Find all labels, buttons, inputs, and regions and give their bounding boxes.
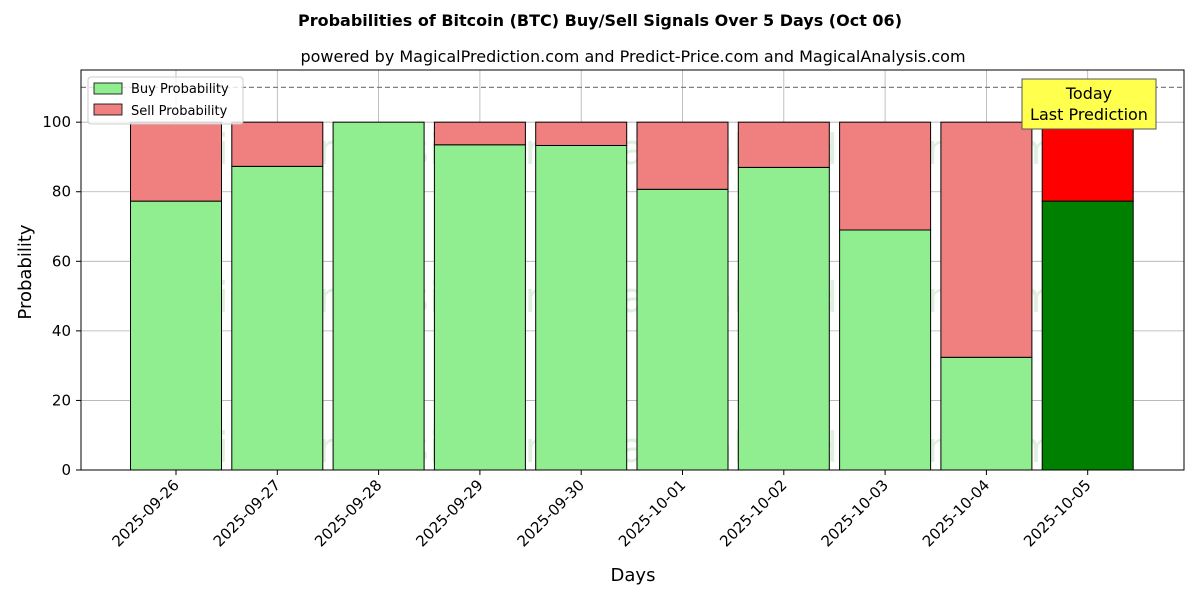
y-tick-label: 20 (52, 391, 71, 409)
x-tick-label: 2025-10-04 (919, 476, 993, 550)
buy-bar (839, 229, 932, 471)
annotation-line-2: Last Prediction (1030, 105, 1148, 124)
chart-subtitle: powered by MagicalPrediction.com and Pre… (300, 47, 965, 66)
y-axis: 0 20 40 60 80 100 (42, 113, 81, 479)
sell-bar (130, 121, 222, 202)
x-tick-label: 2025-10-01 (615, 476, 689, 550)
sell-bar (940, 121, 1033, 358)
buy-bar (433, 144, 526, 471)
buy-bar (940, 356, 1033, 471)
buy-bar (332, 121, 425, 471)
annotation-box (1021, 78, 1157, 130)
y-tick-label: 80 (52, 183, 71, 201)
x-axis-label: Days (611, 565, 656, 586)
x-tick-label: 2025-09-29 (412, 476, 486, 550)
y-tick-label: 40 (52, 322, 71, 340)
chart-title: Probabilities of Bitcoin (BTC) Buy/Sell … (298, 11, 902, 30)
buy-bar (737, 166, 830, 471)
y-tick-label: 100 (42, 113, 71, 131)
legend-sell-swatch (93, 103, 123, 116)
sell-bar (737, 121, 830, 168)
buy-bar (636, 188, 729, 471)
buy-bar (231, 165, 324, 471)
annotation-line-1: Today (1065, 84, 1112, 103)
legend: Buy Probability Sell Probability (87, 76, 244, 125)
sell-bar (1041, 121, 1134, 202)
x-tick-label: 2025-09-28 (311, 476, 385, 550)
x-tick-label: 2025-10-05 (1020, 476, 1094, 550)
x-tick-label: 2025-09-26 (108, 476, 182, 550)
y-tick-label: 60 (52, 252, 71, 270)
sell-bar (535, 121, 628, 146)
plot-frame (80, 69, 1185, 471)
sell-bar (839, 121, 932, 231)
buy-bar (1041, 200, 1134, 471)
legend-buy-label: Buy Probability (131, 82, 229, 97)
sell-bar (636, 121, 729, 190)
y-axis-label: Probability (15, 224, 36, 319)
x-tick-label: 2025-10-02 (716, 476, 790, 550)
sell-bar (433, 121, 526, 146)
bars (130, 121, 1134, 471)
y-tick-label: 0 (61, 461, 71, 479)
sell-bar (231, 121, 324, 167)
legend-sell-label: Sell Probability (131, 104, 228, 119)
legend-box (87, 76, 244, 125)
buy-bar (535, 144, 628, 471)
legend-buy-swatch (93, 82, 123, 95)
x-tick-label: 2025-09-27 (210, 476, 284, 550)
buy-bar (130, 200, 222, 471)
x-tick-label: 2025-10-03 (818, 476, 892, 550)
today-annotation: Today Last Prediction (1021, 78, 1157, 130)
x-axis: 2025-09-26 2025-09-27 2025-09-28 2025-09-29… (108, 470, 1095, 550)
x-tick-label: 2025-09-30 (514, 476, 588, 550)
